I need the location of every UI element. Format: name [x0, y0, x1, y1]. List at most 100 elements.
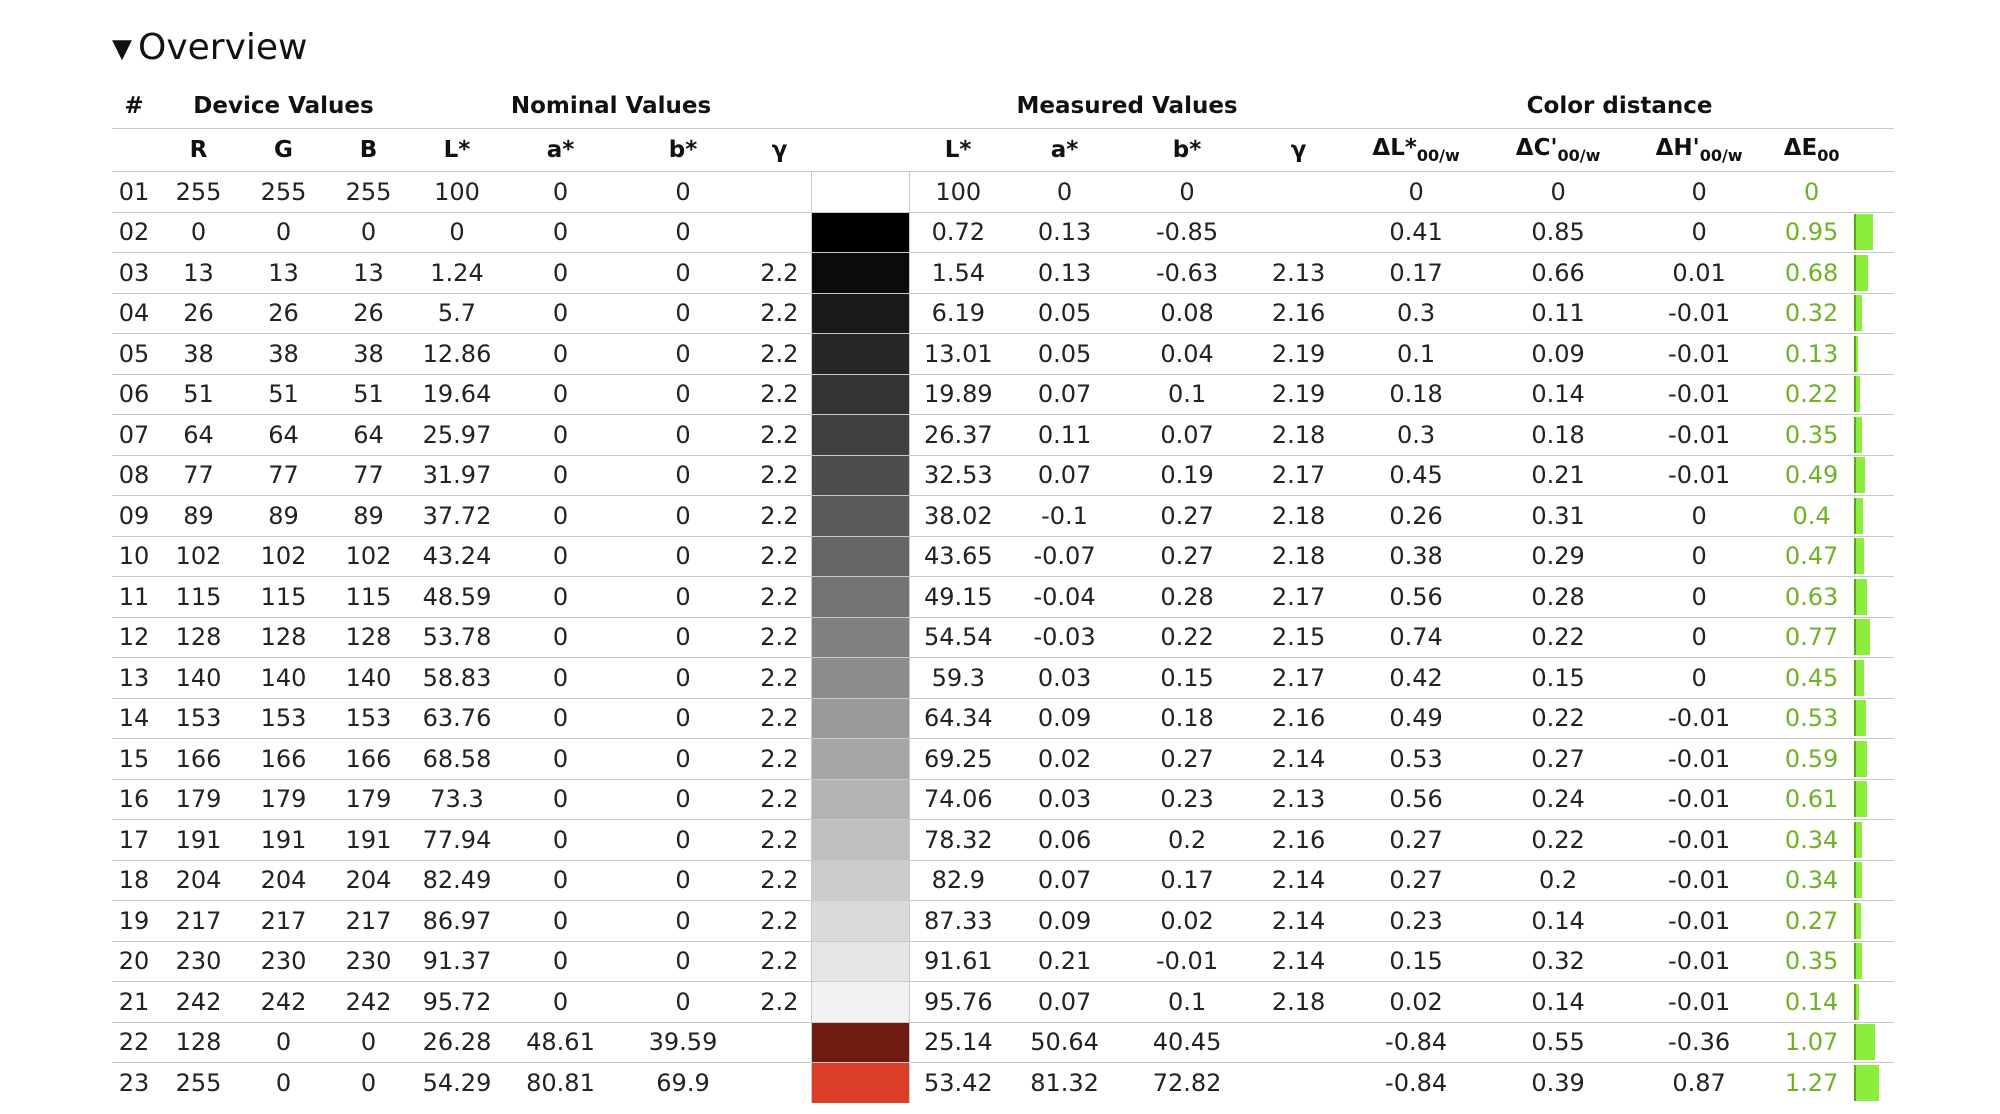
device-r-cell: 115 [156, 576, 241, 617]
device-g-cell: 179 [241, 778, 326, 820]
measured-a-cell: -0.04 [1007, 576, 1123, 617]
nominal-b-cell: 0 [618, 859, 748, 901]
nominal-l-cell: 1.24 [411, 252, 503, 293]
device-g-cell: 64 [241, 414, 326, 455]
delta-l-cell: 0.3 [1345, 414, 1488, 455]
delta-c-cell: 0.22 [1487, 819, 1630, 860]
nominal-b-cell: 0 [618, 535, 748, 577]
nominal-gamma-cell: 2.2 [748, 657, 812, 698]
device-b-cell: 140 [326, 657, 411, 698]
swatch-fill [811, 334, 909, 374]
measured-l-cell: 59.3 [909, 657, 1008, 698]
measured-gamma-cell: 2.13 [1252, 778, 1346, 820]
delta-e-bar-cell [1854, 211, 1895, 253]
delta-c-cell: 0.55 [1487, 1021, 1630, 1063]
measured-b-cell: 0.28 [1122, 576, 1253, 617]
header-nominal-values: Nominal Values [411, 84, 812, 129]
device-r-cell: 77 [156, 454, 241, 496]
measured-a-cell: 0.11 [1007, 414, 1123, 455]
nominal-a-cell: 0 [503, 819, 618, 860]
measured-a-cell: 0.03 [1007, 657, 1123, 698]
delta-h-cell: -0.01 [1629, 738, 1770, 779]
row-number-cell: 13 [112, 657, 156, 698]
overview-section-toggle[interactable]: ▼ Overview [112, 20, 308, 77]
measured-b-cell: 0.04 [1122, 333, 1253, 374]
delta-l-cell: 0.1 [1345, 333, 1488, 374]
table-row: 15 166 166 166 68.58 0 0 2.2 69.25 0.02 0.27 2.14 0.… [112, 738, 1895, 779]
nominal-b-cell: 0 [618, 616, 748, 658]
swatch-fill [811, 1063, 909, 1103]
delta-c-cell: 0.22 [1487, 616, 1630, 658]
delta-e-bar [1854, 781, 1868, 818]
delta-e-cell: 0.47 [1769, 535, 1855, 577]
col-header-nominal-gamma: γ [748, 128, 812, 172]
delta-c-cell: 0.11 [1487, 292, 1630, 334]
device-r-cell: 51 [156, 373, 241, 415]
delta-c-cell: 0.39 [1487, 1062, 1630, 1103]
color-swatch [810, 211, 910, 253]
col-header-delta-e: ΔE00 [1769, 128, 1855, 172]
measured-gamma-cell: 2.18 [1252, 414, 1346, 455]
measured-a-cell: 0.07 [1007, 981, 1123, 1022]
measured-gamma-cell: 2.14 [1252, 859, 1346, 901]
measured-gamma-cell: 2.18 [1252, 535, 1346, 577]
color-swatch [810, 1062, 910, 1103]
row-number-cell: 23 [112, 1062, 156, 1103]
delta-l-cell: -0.84 [1345, 1021, 1488, 1063]
table-row: 03 13 13 13 1.24 0 0 2.2 1.54 0.13 -0.63 2.13 0.17 0.… [112, 252, 1895, 293]
color-swatch [810, 292, 910, 334]
row-number-cell: 14 [112, 697, 156, 739]
delta-e-bar [1854, 983, 1860, 1020]
nominal-a-cell: 0 [503, 576, 618, 617]
nominal-a-cell: 0 [503, 535, 618, 577]
delta-l-cell: 0.27 [1345, 859, 1488, 901]
delta-e-bar [1854, 740, 1868, 777]
nominal-l-cell: 12.86 [411, 333, 503, 374]
delta-e-bar-cell [1854, 1021, 1895, 1063]
swatch-fill [811, 658, 909, 698]
nominal-b-cell: 0 [618, 819, 748, 860]
nominal-gamma-cell: 2.2 [748, 697, 812, 739]
color-swatch [810, 535, 910, 577]
delta-e-bar-cell [1854, 414, 1895, 455]
measured-a-cell: 0.03 [1007, 778, 1123, 820]
measured-l-cell: 82.9 [909, 859, 1008, 901]
nominal-gamma-cell: 2.2 [748, 859, 812, 901]
header-number: # [112, 84, 156, 129]
nominal-l-cell: 19.64 [411, 373, 503, 415]
measured-l-cell: 91.61 [909, 940, 1008, 982]
measured-l-cell: 1.54 [909, 252, 1008, 293]
delta-h-cell: -0.01 [1629, 414, 1770, 455]
nominal-gamma-cell: 2.2 [748, 333, 812, 374]
column-header-row: R G B L* a* b* γ L* a* b* γ ΔL*00/w ΔC'0… [112, 128, 1895, 172]
measured-l-cell: 43.65 [909, 535, 1008, 577]
color-swatch [810, 414, 910, 455]
device-g-cell: 38 [241, 333, 326, 374]
nominal-b-cell: 0 [618, 252, 748, 293]
device-b-cell: 0 [326, 1021, 411, 1063]
measured-b-cell: 0.02 [1122, 900, 1253, 941]
row-number-cell: 17 [112, 819, 156, 860]
delta-e-bar-cell [1854, 657, 1895, 698]
delta-l-cell: 0.15 [1345, 940, 1488, 982]
device-b-cell: 0 [326, 1062, 411, 1103]
header-swatch-spacer [811, 84, 910, 129]
color-swatch [810, 333, 910, 374]
measured-l-cell: 26.37 [909, 414, 1008, 455]
nominal-b-cell: 0 [618, 576, 748, 617]
measured-gamma-cell: 2.16 [1252, 697, 1346, 739]
delta-c-cell: 0.15 [1487, 657, 1630, 698]
nominal-l-cell: 100 [411, 171, 503, 212]
delta-e-bar-cell [1854, 616, 1895, 658]
measured-gamma-cell: 2.16 [1252, 819, 1346, 860]
delta-e-bar [1854, 376, 1861, 413]
swatch-fill [811, 455, 909, 495]
col-header-r: R [156, 128, 241, 172]
device-g-cell: 217 [241, 900, 326, 941]
nominal-a-cell: 0 [503, 171, 618, 212]
delta-l-cell: 0.27 [1345, 819, 1488, 860]
nominal-b-cell: 0 [618, 495, 748, 536]
nominal-b-cell: 0 [618, 657, 748, 698]
measured-l-cell: 95.76 [909, 981, 1008, 1022]
nominal-gamma-cell: 2.2 [748, 616, 812, 658]
